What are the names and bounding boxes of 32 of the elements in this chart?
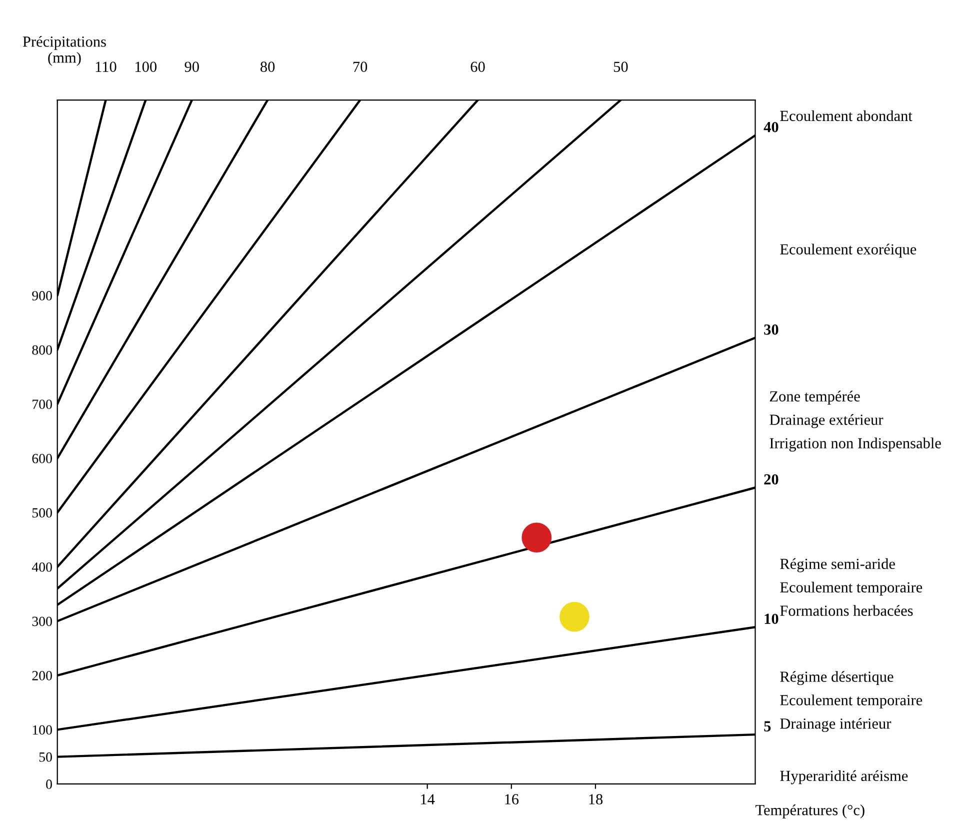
y-tick-label: 400 (32, 562, 52, 572)
text: Régime désertique Ecoulement temporaire Drainage intérieur (780, 671, 922, 732)
series-label: 90 (184, 62, 199, 72)
text: Ecoulement abondant (780, 110, 912, 122)
x-tick-label: 14 (421, 794, 435, 804)
series-label: 10 (764, 614, 778, 624)
series-label: 80 (260, 62, 275, 72)
series-label: 5 (764, 721, 771, 732)
series-label: 100 (136, 62, 157, 72)
x-tick-label: 16 (505, 794, 519, 804)
y-tick-label: 0 (46, 780, 52, 789)
text: Régime semi-aride Ecoulement temporaire Formations herbacées (780, 558, 922, 616)
y-tick-label: 300 (32, 616, 52, 626)
text: Ecoulement exoréique (780, 244, 916, 258)
y-tick-label: 900 (32, 291, 52, 300)
text: Hyperaridité aréisme (780, 770, 908, 784)
y-tick-label: 700 (32, 400, 52, 409)
y-tick-label: 50 (39, 752, 52, 762)
y-tick-label: 200 (32, 670, 52, 680)
text: Zone tempérée Drainage extérieur Irrigation non Indispensable (770, 390, 941, 452)
series-label: 30 (764, 324, 778, 335)
series-label: 50 (614, 62, 628, 72)
series-label: 40 (764, 122, 778, 132)
y-tick-label: 600 (32, 454, 52, 464)
x-tick-label: 18 (589, 794, 603, 804)
y-tick-label: 800 (32, 345, 52, 355)
y-tick-label: 100 (32, 725, 52, 735)
series-label: 60 (470, 62, 485, 72)
x-axis-title: Températures (°c) (756, 804, 864, 818)
series-label: 20 (764, 474, 778, 485)
series-label: 70 (353, 62, 368, 72)
y-tick-label: 500 (32, 508, 52, 518)
